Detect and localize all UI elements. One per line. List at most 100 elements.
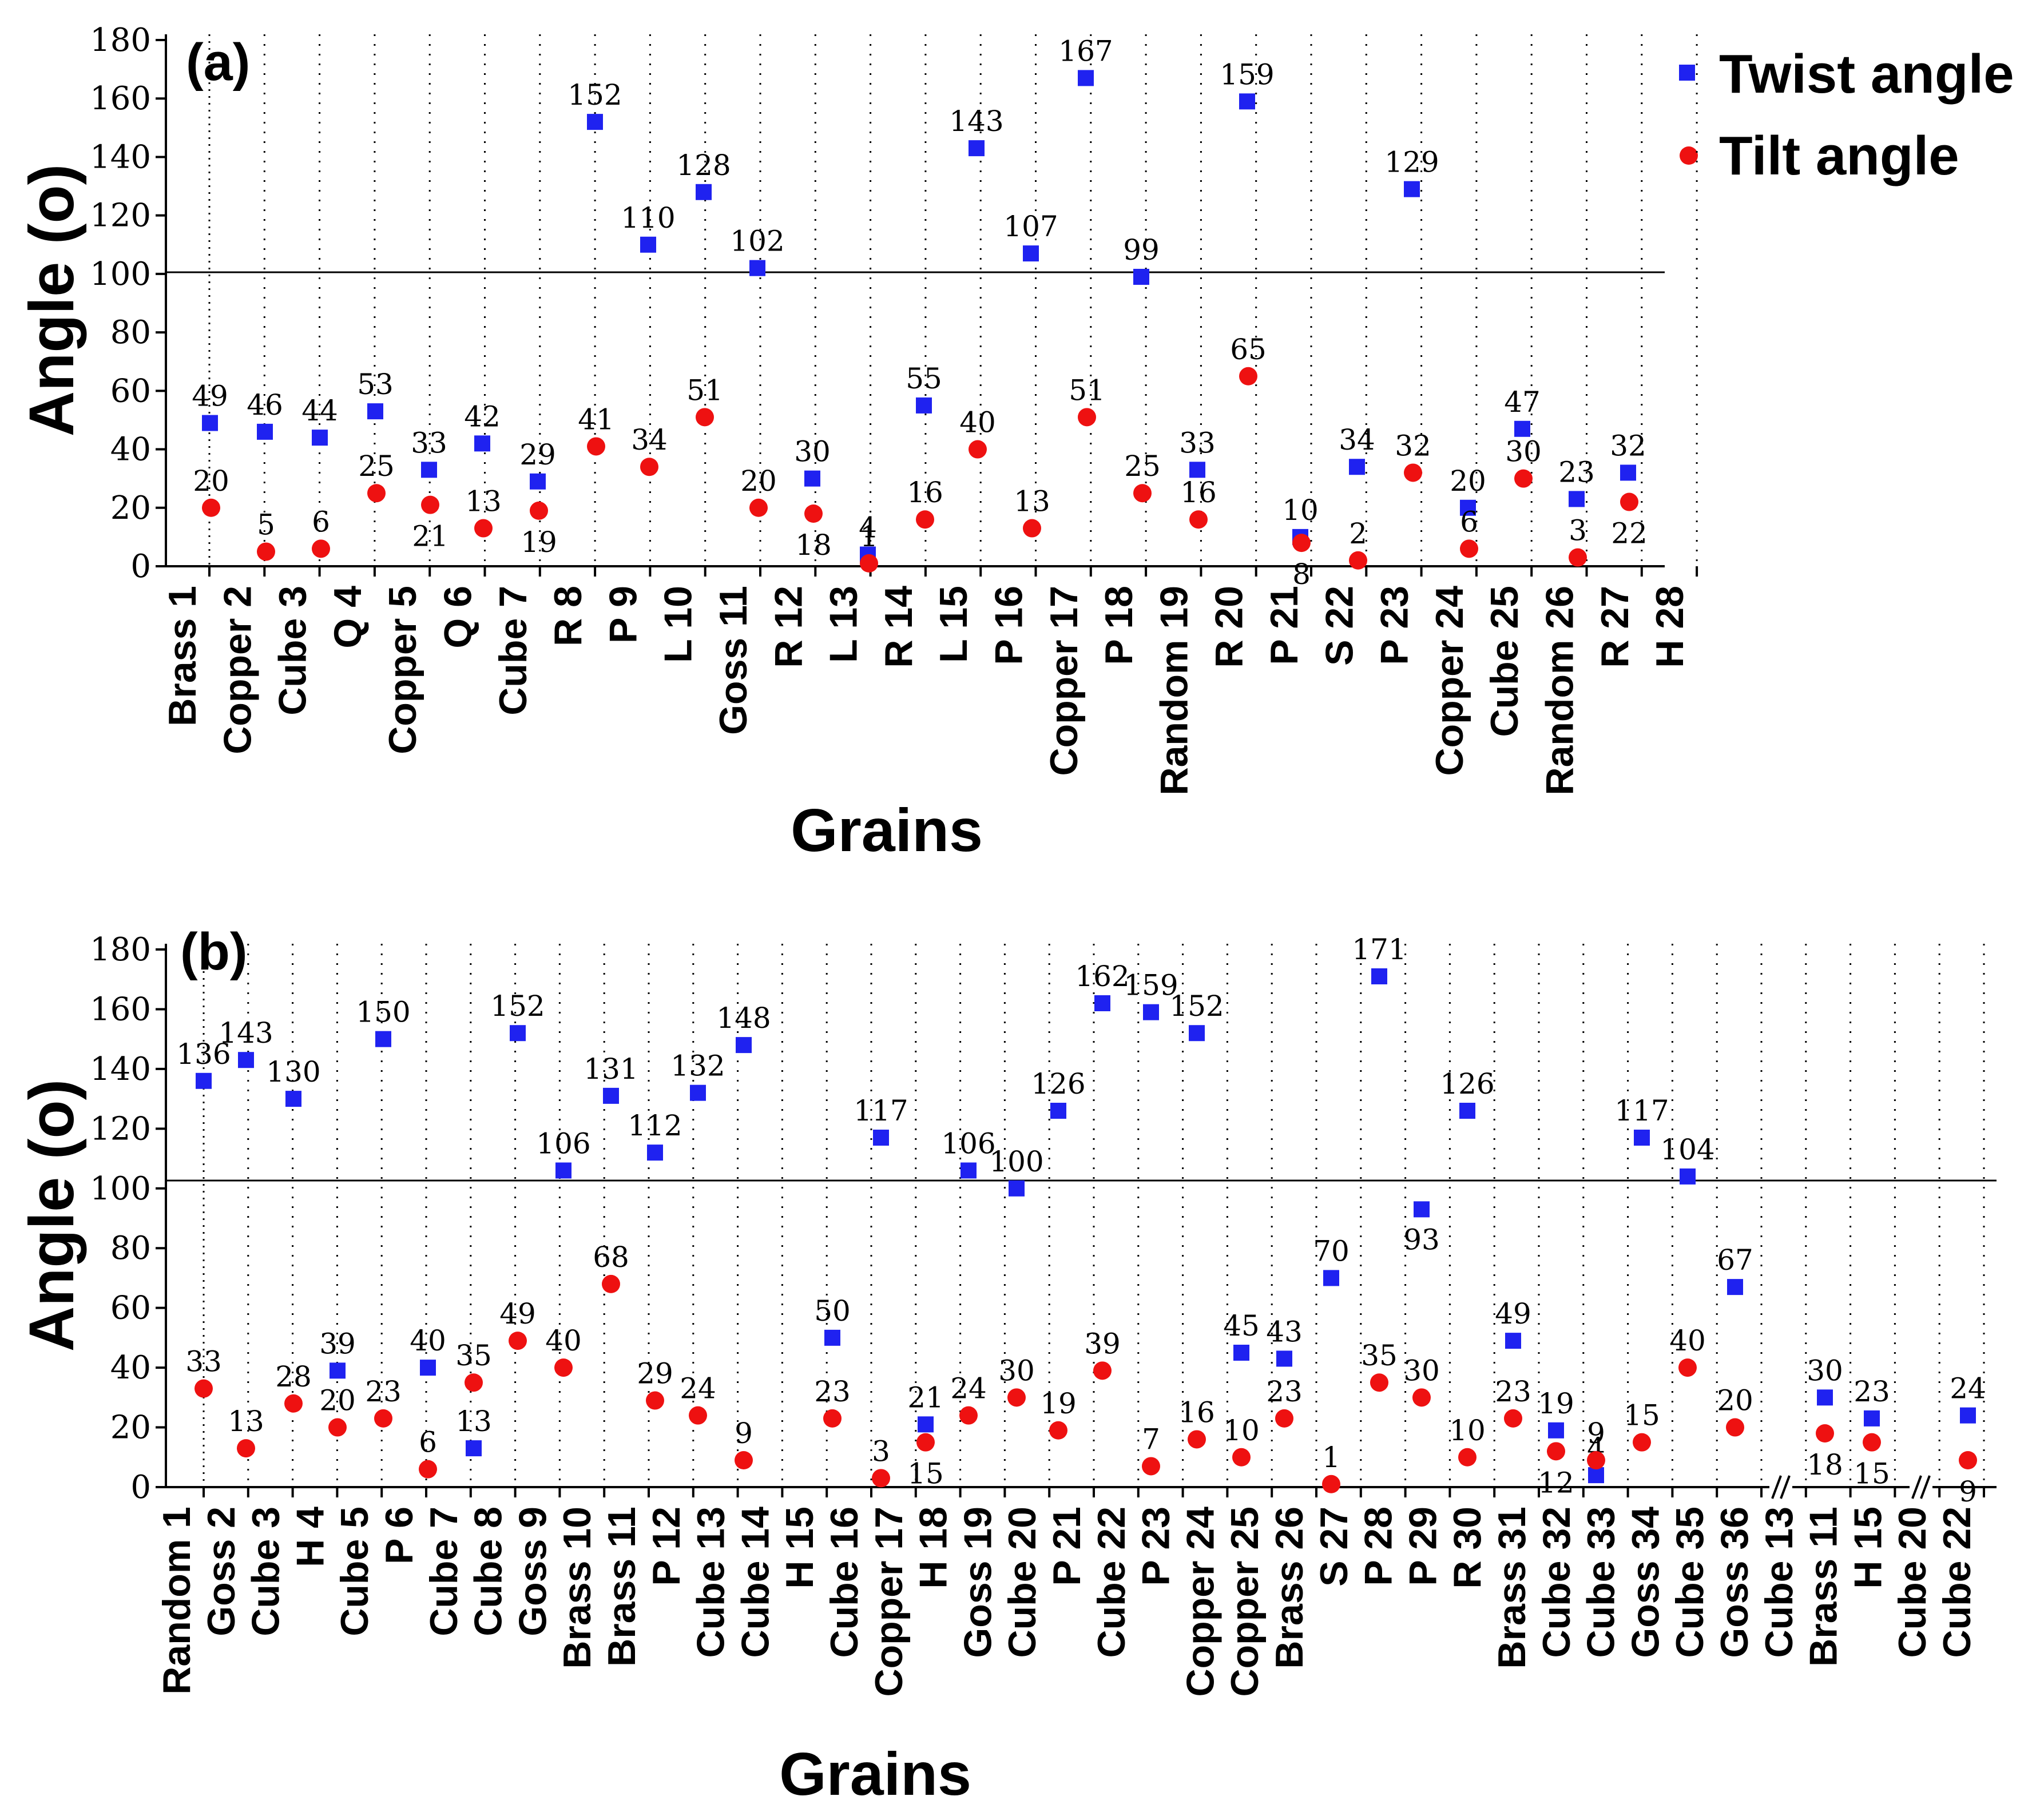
twist-point bbox=[196, 1072, 212, 1089]
x-tick-label: H 28 bbox=[1648, 586, 1692, 668]
tilt-point bbox=[823, 1409, 842, 1428]
y-tick-label: 0 bbox=[130, 1469, 151, 1506]
tilt-data-label: 6 bbox=[312, 505, 330, 538]
tilt-data-label: 39 bbox=[1084, 1327, 1121, 1360]
tilt-data-label: 9 bbox=[1587, 1417, 1605, 1450]
tilt-point bbox=[1049, 1421, 1067, 1440]
twist-point bbox=[1680, 1168, 1696, 1185]
legend: Twist angle Tilt angle bbox=[1679, 43, 2014, 186]
x-tick-label: L 10 bbox=[657, 586, 700, 663]
twist-point bbox=[1233, 1345, 1249, 1361]
twist-data-label: 117 bbox=[1614, 1094, 1669, 1127]
tilt-point bbox=[689, 1406, 707, 1425]
twist-point bbox=[1189, 1025, 1205, 1042]
twist-data-label: 23 bbox=[1558, 455, 1595, 488]
tilt-point bbox=[1093, 1361, 1112, 1380]
x-tick-label: Goss 19 bbox=[956, 1507, 999, 1658]
tilt-point bbox=[1189, 510, 1208, 529]
twist-point bbox=[1505, 1333, 1521, 1349]
tilt-point bbox=[465, 1373, 483, 1392]
y-tick-label: 100 bbox=[90, 1170, 151, 1207]
x-tick-label: Cube 20 bbox=[1001, 1507, 1044, 1658]
x-tick-label: H 4 bbox=[288, 1507, 332, 1567]
tilt-data-label: 51 bbox=[686, 373, 723, 407]
x-tick-label: Random 1 bbox=[155, 1507, 199, 1695]
twist-point bbox=[1864, 1410, 1880, 1426]
tilt-point bbox=[374, 1409, 392, 1428]
twist-point bbox=[736, 1037, 752, 1054]
twist-data-label: 53 bbox=[357, 368, 394, 401]
tilt-point bbox=[1633, 1433, 1651, 1452]
tilt-point bbox=[1322, 1475, 1340, 1493]
tilt-data-label: 9 bbox=[735, 1417, 753, 1450]
tilt-point bbox=[1404, 463, 1422, 482]
tilt-data-label: 23 bbox=[1266, 1375, 1303, 1408]
y-tick-label: 40 bbox=[110, 1349, 151, 1386]
legend-tilt-label: Tilt angle bbox=[1719, 125, 1959, 186]
x-tick-label: P 18 bbox=[1097, 586, 1141, 665]
tilt-point bbox=[1460, 539, 1478, 558]
tilt-data-label: 20 bbox=[740, 464, 777, 498]
twist-data-label: 102 bbox=[730, 225, 784, 258]
twist-data-label: 19 bbox=[1538, 1387, 1574, 1420]
tilt-data-label: 16 bbox=[907, 476, 943, 509]
x-tick-label: P 23 bbox=[1373, 586, 1416, 665]
twist-point bbox=[1460, 499, 1476, 516]
tilt-point bbox=[860, 554, 878, 573]
tilt-data-label: 33 bbox=[185, 1345, 222, 1378]
twist-point bbox=[420, 1360, 436, 1376]
twist-data-label: 33 bbox=[1179, 426, 1216, 459]
twist-point bbox=[1727, 1279, 1743, 1296]
tilt-point bbox=[1816, 1424, 1834, 1443]
twist-point bbox=[603, 1087, 619, 1104]
twist-data-label: 40 bbox=[410, 1324, 446, 1357]
twist-data-label: 159 bbox=[1220, 58, 1274, 91]
tilt-point bbox=[1504, 1409, 1522, 1428]
twist-point bbox=[1276, 1350, 1292, 1367]
twist-point bbox=[690, 1084, 706, 1101]
x-tick-label: R 14 bbox=[877, 586, 920, 668]
panel-a-y-ticks: 0 20 40 60 80 100 120 140 160 180 bbox=[90, 22, 166, 585]
twist-point bbox=[1143, 1004, 1159, 1020]
tilt-point bbox=[1239, 367, 1257, 386]
tilt-point bbox=[328, 1418, 347, 1437]
panel-b-y-axis-title: Angle (o) bbox=[17, 1079, 87, 1352]
twist-data-label: 159 bbox=[1124, 969, 1178, 1002]
twist-point bbox=[1050, 1103, 1066, 1119]
twist-point bbox=[1371, 968, 1387, 984]
y-tick-label: 120 bbox=[90, 1110, 151, 1147]
x-tick-label: Cube 25 bbox=[1483, 586, 1526, 737]
tilt-data-label: 15 bbox=[1854, 1457, 1890, 1491]
twist-point bbox=[1459, 1103, 1475, 1119]
tilt-data-label: 7 bbox=[1142, 1422, 1160, 1456]
tilt-point bbox=[1959, 1451, 1977, 1469]
x-tick-label: Random 19 bbox=[1152, 586, 1196, 796]
twist-data-label: 148 bbox=[716, 1002, 771, 1035]
twist-data-label: 32 bbox=[1610, 429, 1646, 462]
x-tick-label: L 15 bbox=[932, 586, 975, 663]
twist-data-label: 130 bbox=[266, 1055, 320, 1088]
x-tick-label: Cube 3 bbox=[244, 1507, 288, 1636]
tilt-point bbox=[1292, 534, 1311, 553]
twist-data-label: 49 bbox=[192, 380, 228, 413]
twist-point bbox=[647, 1145, 663, 1161]
x-tick-label: P 6 bbox=[378, 1507, 421, 1564]
twist-point bbox=[587, 114, 603, 130]
y-tick-label: 60 bbox=[110, 1290, 151, 1327]
panel-a-ylabel: Angle (o) bbox=[17, 164, 87, 437]
twist-data-label: 143 bbox=[949, 105, 1003, 138]
twist-data-label: 93 bbox=[1403, 1223, 1440, 1256]
twist-point bbox=[1349, 459, 1365, 475]
tilt-data-label: 30 bbox=[998, 1354, 1035, 1387]
twist-point bbox=[824, 1329, 840, 1346]
panel-b-xlabel: Grains bbox=[779, 1741, 971, 1808]
tilt-data-label: 40 bbox=[1669, 1324, 1706, 1357]
twist-point bbox=[1133, 269, 1149, 285]
y-tick-label: 80 bbox=[110, 1230, 151, 1267]
tilt-data-label: 3 bbox=[872, 1434, 890, 1468]
x-tick-label: Copper 24 bbox=[1428, 586, 1471, 776]
twist-point bbox=[530, 473, 546, 490]
tilt-data-label: 6 bbox=[419, 1426, 437, 1459]
x-tick-label: Cube 5 bbox=[333, 1507, 376, 1636]
tilt-data-label: 32 bbox=[1395, 429, 1431, 462]
